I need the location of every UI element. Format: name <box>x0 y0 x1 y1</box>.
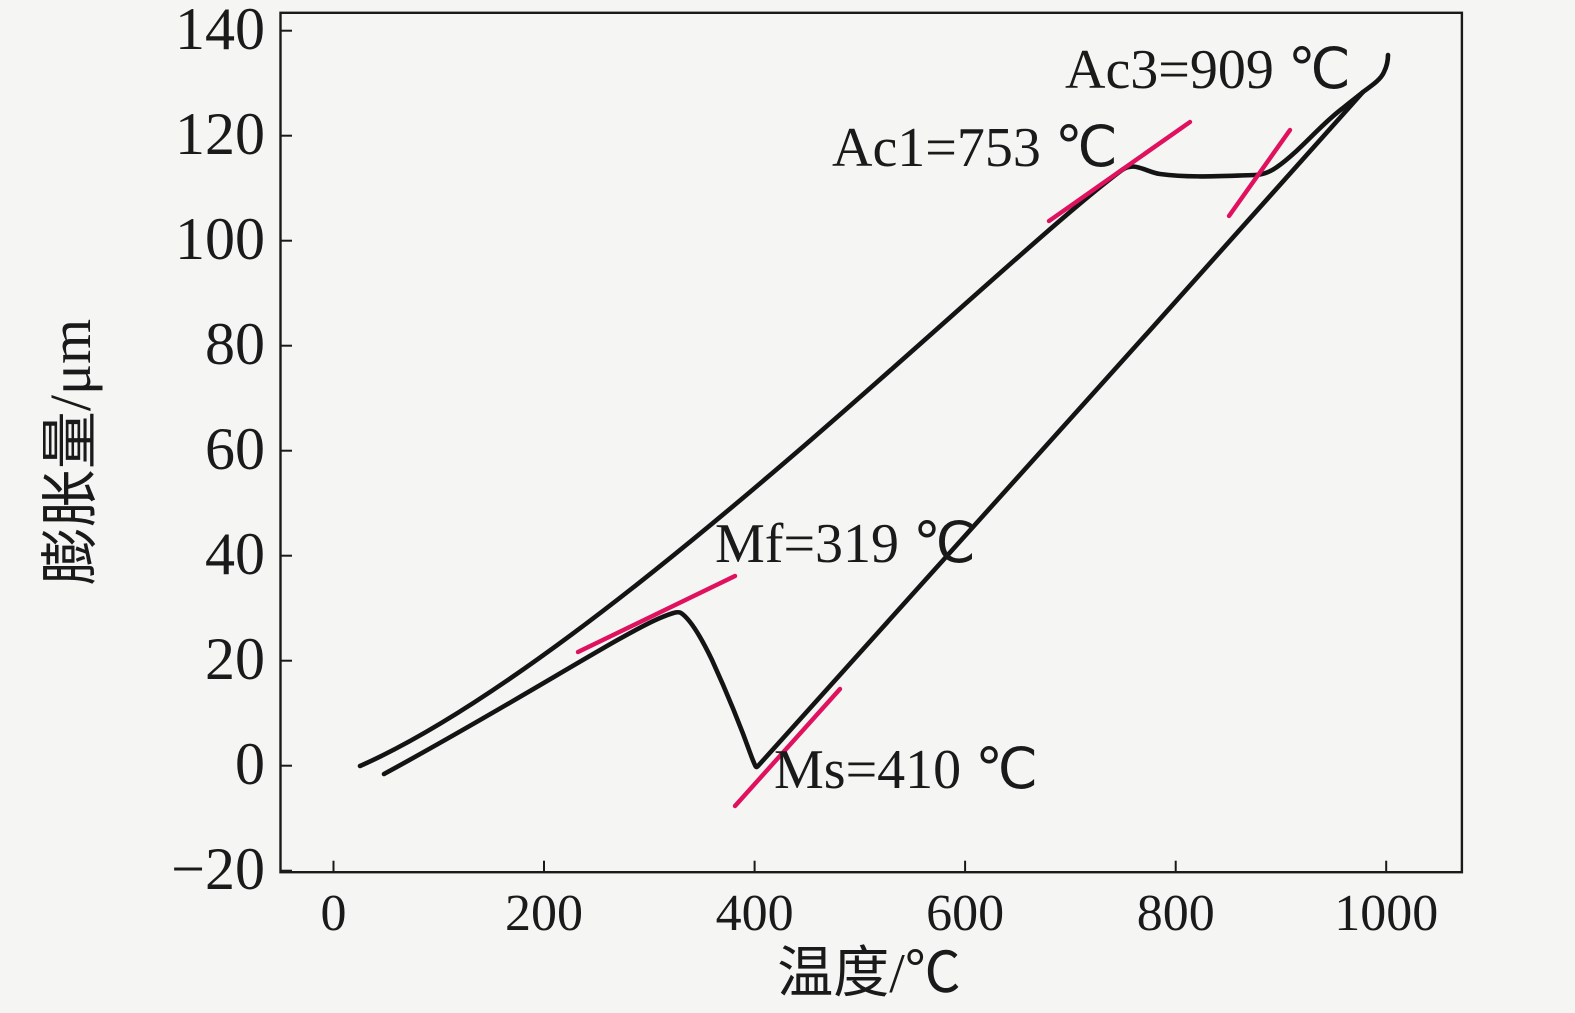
svg-text:0: 0 <box>321 885 347 942</box>
svg-text:800: 800 <box>1137 885 1215 942</box>
svg-text:600: 600 <box>926 885 1004 942</box>
svg-text:100: 100 <box>175 206 265 272</box>
svg-text:20: 20 <box>205 626 265 692</box>
svg-text:80: 80 <box>205 311 265 377</box>
svg-text:−20: −20 <box>171 836 265 902</box>
svg-text:Mf=319 ℃: Mf=319 ℃ <box>715 513 976 575</box>
svg-text:400: 400 <box>716 885 794 942</box>
svg-text:40: 40 <box>205 521 265 587</box>
svg-text:120: 120 <box>175 101 265 167</box>
svg-text:温度/℃: 温度/℃ <box>777 943 961 1005</box>
svg-text:Ac1=753 ℃: Ac1=753 ℃ <box>832 117 1118 179</box>
svg-text:膨胀量/μm: 膨胀量/μm <box>38 319 103 585</box>
svg-text:Ac3=909 ℃: Ac3=909 ℃ <box>1065 39 1351 101</box>
svg-text:0: 0 <box>235 731 265 797</box>
svg-text:Ms=410 ℃: Ms=410 ℃ <box>774 739 1038 801</box>
svg-text:1000: 1000 <box>1334 885 1438 942</box>
svg-text:200: 200 <box>505 885 583 942</box>
svg-text:140: 140 <box>175 0 265 62</box>
svg-text:60: 60 <box>205 416 265 482</box>
